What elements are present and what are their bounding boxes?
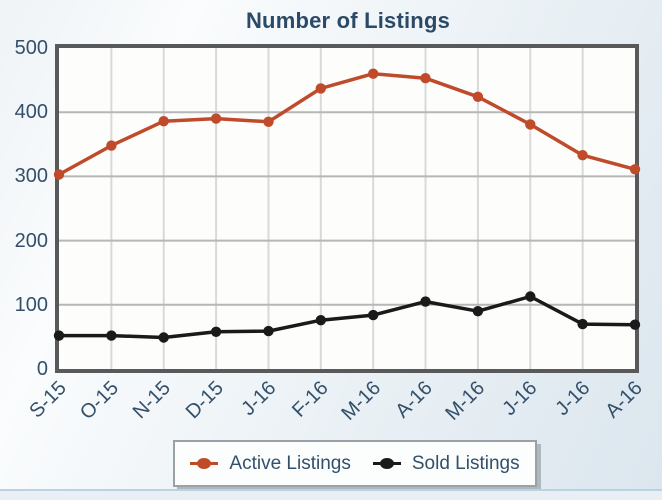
sold-listings-point — [106, 330, 117, 341]
x-tick-label: D-15 — [181, 377, 228, 424]
active-listings-point — [472, 91, 484, 102]
x-tick-label: O-15 — [75, 377, 123, 425]
x-tick-label: N-15 — [129, 377, 176, 424]
bottom-strip — [0, 489, 662, 500]
x-tick-label: S-15 — [25, 377, 71, 423]
legend-item-sold-listings: Sold Listings — [372, 452, 520, 475]
sold-listings-point — [472, 306, 484, 317]
active-listings-point — [315, 83, 326, 94]
legend: Active Listings Sold Listings — [173, 440, 537, 487]
sold-listings-point — [158, 332, 169, 343]
plot-area — [53, 44, 641, 373]
sold-listings-point — [210, 326, 222, 337]
active-listings-point — [525, 119, 536, 130]
active-listings-point — [158, 116, 169, 127]
y-tick-label: 100 — [14, 293, 48, 316]
y-tick-label: 300 — [14, 165, 48, 188]
sold-listings-point — [577, 318, 588, 330]
sold-listings-marker-icon — [372, 457, 401, 471]
y-tick-label: 500 — [14, 37, 48, 59]
sold-listings-point — [368, 309, 379, 321]
sold-listings-point — [525, 291, 536, 302]
active-listings-point — [629, 164, 641, 175]
x-tick-label: F-16 — [287, 377, 333, 422]
active-listings-point — [263, 116, 274, 128]
active-listings-point — [53, 169, 65, 180]
active-listings-point — [368, 68, 379, 79]
sold-listings-point — [263, 325, 274, 337]
x-tick-label: M-16 — [336, 377, 385, 425]
sold-listings-point — [53, 330, 65, 341]
legend-label-sold-listings: Sold Listings — [411, 452, 520, 474]
active-listings-marker-icon — [190, 457, 219, 471]
x-tick-label: A-16 — [601, 377, 647, 423]
x-tick-label: A-16 — [391, 377, 438, 423]
y-tick-label: 200 — [14, 229, 48, 252]
x-tick-label: J-16 — [236, 377, 281, 421]
y-tick-label: 0 — [36, 358, 48, 380]
legend-label-active-listings: Active Listings — [229, 452, 351, 474]
sold-listings-point — [420, 296, 431, 307]
legend-item-active-listings: Active Listings — [190, 452, 351, 475]
active-listings-point — [577, 150, 588, 161]
sold-listings-line — [57, 294, 637, 340]
x-tick-label: J-16 — [498, 377, 542, 421]
x-tick-label: J-16 — [551, 377, 595, 421]
y-tick-label: 400 — [14, 101, 48, 124]
plot-svg — [53, 48, 641, 369]
active-listings-line — [57, 71, 637, 177]
sold-listings-point — [629, 319, 641, 330]
active-listings-point — [420, 73, 431, 84]
x-tick-label: M-16 — [441, 377, 490, 425]
chart-title: Number of Listings — [245, 8, 451, 33]
active-listings-point — [106, 140, 117, 151]
active-listings-point — [210, 113, 222, 124]
sold-listings-point — [315, 315, 326, 326]
